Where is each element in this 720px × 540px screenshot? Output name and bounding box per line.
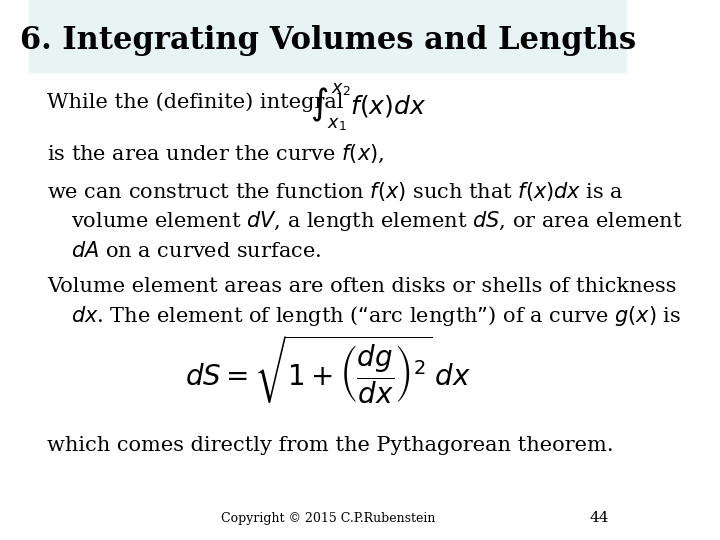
Text: volume element $dV$, a length element $dS$, or area element: volume element $dV$, a length element $d… <box>71 210 683 233</box>
Text: $dS = \sqrt{1 + \left(\dfrac{dg}{dx}\right)^2}\, dx$: $dS = \sqrt{1 + \left(\dfrac{dg}{dx}\rig… <box>185 334 471 406</box>
FancyBboxPatch shape <box>29 0 627 73</box>
Text: Volume element areas are often disks or shells of thickness: Volume element areas are often disks or … <box>47 276 677 296</box>
Text: $dA$ on a curved surface.: $dA$ on a curved surface. <box>71 241 321 261</box>
Text: 44: 44 <box>590 511 609 525</box>
Text: is the area under the curve $f(x)$,: is the area under the curve $f(x)$, <box>47 143 384 165</box>
Text: which comes directly from the Pythagorean theorem.: which comes directly from the Pythagorea… <box>47 436 613 455</box>
Text: $\int_{x_1}^{x_2} f(x)dx$: $\int_{x_1}^{x_2} f(x)dx$ <box>310 82 426 134</box>
Text: $dx$. The element of length (“arc length”) of a curve $g(x)$ is: $dx$. The element of length (“arc length… <box>71 304 681 328</box>
Text: we can construct the function $f(x)$ such that $f(x)dx$ is a: we can construct the function $f(x)$ suc… <box>47 180 624 203</box>
Text: While the (definite) integral: While the (definite) integral <box>47 93 343 112</box>
Text: 6. Integrating Volumes and Lengths: 6. Integrating Volumes and Lengths <box>20 25 636 56</box>
Text: Copyright © 2015 C.P.Rubenstein: Copyright © 2015 C.P.Rubenstein <box>221 512 436 525</box>
